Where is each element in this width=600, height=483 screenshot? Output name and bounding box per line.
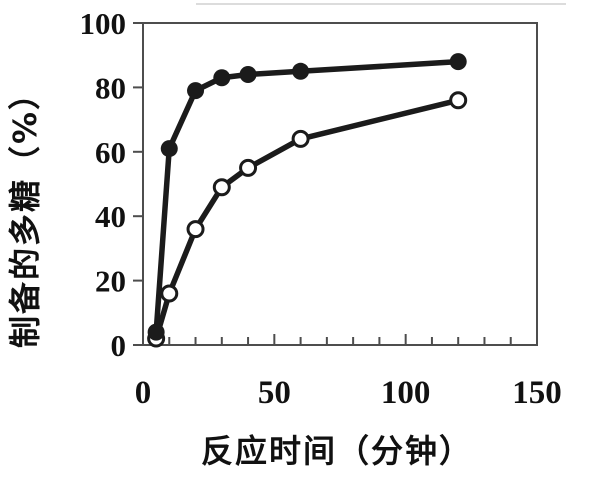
x-tick-label: 50 xyxy=(258,375,291,411)
y-tick-label: 80 xyxy=(95,70,126,105)
y-axis-title: 制备的多糖（%） xyxy=(6,76,44,348)
open-circle-marker xyxy=(160,284,179,303)
open-circle-marker xyxy=(239,158,258,177)
filled-circle-marker xyxy=(213,69,231,87)
y-axis-ticks xyxy=(133,22,143,346)
y-tick-label: 0 xyxy=(111,328,127,363)
filled-circle-marker xyxy=(292,62,310,80)
x-axis-tick-labels: 0 50 100 150 xyxy=(135,375,562,411)
open-circle-marker xyxy=(212,178,231,197)
y-tick-label: 60 xyxy=(95,135,126,170)
x-tick-label: 0 xyxy=(135,375,152,411)
filled-circle-marker xyxy=(449,53,467,71)
y-tick-label: 100 xyxy=(80,6,127,41)
filled-circle-marker xyxy=(187,82,205,100)
filled-circle-marker xyxy=(147,323,165,341)
y-tick-label: 20 xyxy=(95,264,126,299)
x-tick-label: 150 xyxy=(512,375,562,411)
x-axis-ticks xyxy=(142,334,538,345)
open-circle-marker xyxy=(186,220,205,239)
open-circle-marker xyxy=(449,91,468,110)
plot-area-frame xyxy=(142,22,538,346)
data-series xyxy=(147,53,468,348)
y-tick-label: 40 xyxy=(95,199,126,234)
open-circle-marker xyxy=(291,129,310,148)
x-tick-label: 100 xyxy=(381,375,431,411)
y-axis-tick-labels: 0 20 40 60 80 100 xyxy=(80,6,127,363)
filled-circle-series-line xyxy=(153,58,461,335)
filled-circle-marker xyxy=(239,66,257,84)
x-axis-title: 反应时间（分钟） xyxy=(201,432,473,470)
filled-circle-marker xyxy=(160,140,178,158)
